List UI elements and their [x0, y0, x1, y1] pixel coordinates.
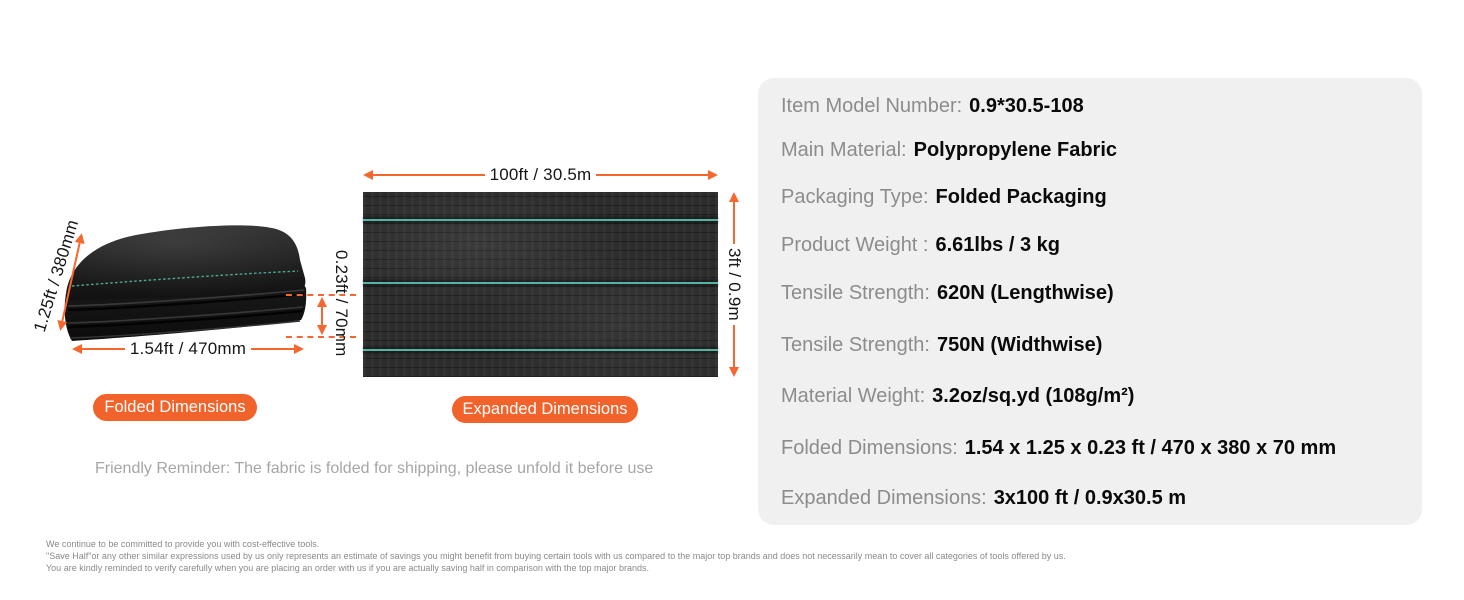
dimension-line: [733, 324, 735, 367]
expanded-length-label: 100ft / 30.5m: [489, 165, 592, 184]
arrow-up-icon: [317, 297, 327, 307]
arrow-down-icon: [317, 325, 327, 335]
footer-line: You are kindly reminded to verify carefu…: [46, 563, 649, 573]
stitch-line: [71, 270, 299, 287]
footer-disclaimer: We continue to be committed to provide y…: [46, 538, 1066, 574]
spec-label: Product Weight :: [781, 234, 929, 256]
stitch-line: [363, 219, 718, 221]
spec-label: Tensile Strength:: [781, 282, 930, 304]
dimension-line: [596, 174, 709, 176]
spec-row: Material Weight: 3.2oz/sq.yd (108g/m²): [781, 385, 1134, 408]
spec-label: Folded Dimensions:: [781, 437, 958, 459]
spec-row: Main Material: Polypropylene Fabric: [781, 139, 1117, 162]
spec-row: Folded Dimensions: 1.54 x 1.25 x 0.23 ft …: [781, 437, 1336, 460]
spec-value: 0.9*30.5-108: [969, 95, 1084, 117]
spec-value: Polypropylene Fabric: [913, 139, 1117, 161]
arrow-down-icon: [55, 319, 68, 332]
dimension-line: [321, 307, 323, 325]
spec-row: Product Weight : 6.61lbs / 3 kg: [781, 234, 1060, 257]
fold-ridge: [67, 289, 305, 307]
fold-shadow: [67, 309, 304, 329]
spec-label: Packaging Type:: [781, 186, 929, 208]
folded-thickness-arrow: [317, 297, 327, 335]
spec-label: Main Material:: [781, 139, 907, 161]
dimension-line: [733, 202, 735, 245]
expanded-width-dimension: 3ft / 0.9m: [724, 192, 744, 377]
expanded-dimensions-badge: Expanded Dimensions: [452, 396, 638, 423]
spec-label: Item Model Number:: [781, 95, 963, 117]
thickness-dash-bottom: [286, 336, 356, 338]
dimension-line: [251, 348, 295, 350]
arrow-down-icon: [729, 367, 739, 377]
spec-label: Expanded Dimensions:: [781, 487, 987, 509]
spec-value: 1.54 x 1.25 x 0.23 ft / 470 x 380 x 70 m…: [964, 437, 1337, 459]
spec-value: 750N (Widthwise): [936, 334, 1103, 356]
dimension-line: [82, 348, 125, 350]
arrow-right-icon: [708, 170, 719, 180]
spec-label: Tensile Strength:: [781, 334, 930, 356]
arrow-left-icon: [363, 170, 373, 180]
stitch-line: [363, 282, 718, 284]
arrow-up-icon: [729, 192, 739, 202]
spec-row: Tensile Strength: 620N (Lengthwise): [781, 282, 1114, 305]
spec-row: Item Model Number: 0.9*30.5-108: [781, 95, 1084, 118]
spec-value: 3x100 ft / 0.9x30.5 m: [993, 487, 1187, 509]
footer-line: "Save Half"or any other similar expressi…: [46, 551, 1066, 561]
spec-row: Tensile Strength: 750N (Widthwise): [781, 334, 1102, 357]
fold-ridge: [67, 306, 304, 324]
arrow-left-icon: [72, 344, 82, 354]
spec-panel: Item Model Number: 0.9*30.5-108 Main Mate…: [758, 78, 1422, 525]
stitch-line: [363, 349, 718, 351]
expanded-fabric-photo: [363, 192, 718, 377]
expanded-width-label: 3ft / 0.9m: [725, 248, 744, 321]
spec-row: Packaging Type: Folded Packaging: [781, 186, 1107, 209]
footer-line: We continue to be committed to provide y…: [46, 539, 320, 549]
thickness-dash-top: [286, 294, 356, 296]
folded-width-dimension: 1.54ft / 470mm: [72, 339, 305, 359]
spec-value: 3.2oz/sq.yd (108g/m²): [932, 385, 1135, 407]
spec-value: Folded Packaging: [935, 186, 1107, 208]
fold-shadow: [67, 292, 305, 312]
friendly-reminder-text: Friendly Reminder: The fabric is folded …: [95, 460, 654, 477]
spec-row: Expanded Dimensions: 3x100 ft / 0.9x30.5 …: [781, 487, 1186, 510]
fabric-sheen: [65, 225, 306, 301]
spec-label: Material Weight:: [781, 385, 926, 407]
spec-value: 620N (Lengthwise): [936, 282, 1114, 304]
dimension-line: [373, 174, 485, 176]
folded-dimensions-badge: Folded Dimensions: [93, 394, 257, 421]
arrow-right-icon: [294, 344, 305, 354]
expanded-length-dimension: 100ft / 30.5m: [363, 165, 719, 185]
folded-fabric-photo: [64, 225, 307, 341]
folded-thickness-label: 0.23ft / 70mm: [332, 250, 351, 357]
spec-value: 6.61lbs / 3 kg: [935, 234, 1060, 256]
folded-width-label: 1.54ft / 470mm: [129, 339, 247, 358]
fold-ridge: [69, 320, 301, 339]
